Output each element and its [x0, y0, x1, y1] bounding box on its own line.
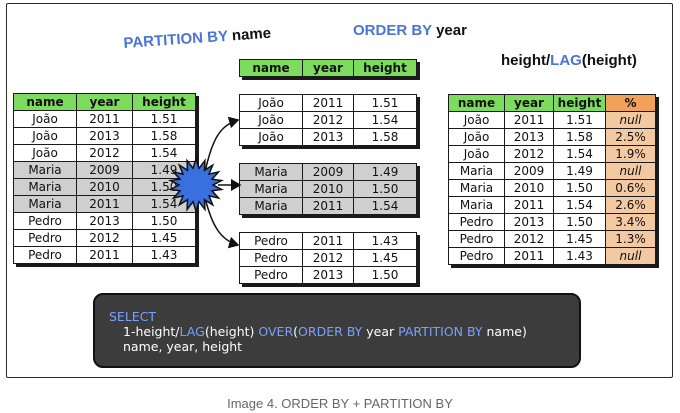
- sql-expr-part: name): [483, 324, 527, 339]
- sql-line-expression: 1-height/LAG(height) OVER(ORDER BY year …: [109, 324, 579, 339]
- sql-expr-part: year: [362, 324, 398, 339]
- sql-line-columns: name, year, height: [109, 339, 579, 354]
- figure-caption: Image 4. ORDER BY + PARTITION BY: [0, 396, 680, 411]
- sql-expr-part: (height): [205, 324, 259, 339]
- sql-expr-part: 1-height/: [123, 324, 180, 339]
- sql-lag-keyword: LAG: [180, 324, 205, 339]
- sql-order-by-keyword: ORDER BY: [298, 324, 362, 339]
- sql-over-keyword: OVER: [258, 324, 293, 339]
- arrow-to-joao-partition: [205, 120, 238, 172]
- arrow-to-pedro-partition: [205, 198, 238, 245]
- sql-query-box: SELECT 1-height/LAG(height) OVER(ORDER B…: [93, 293, 581, 368]
- sql-partition-by-keyword: PARTITION BY: [398, 324, 482, 339]
- burst-star-icon: [170, 159, 221, 211]
- sql-select-keyword: SELECT: [109, 309, 156, 324]
- sql-line-select: SELECT: [109, 309, 579, 324]
